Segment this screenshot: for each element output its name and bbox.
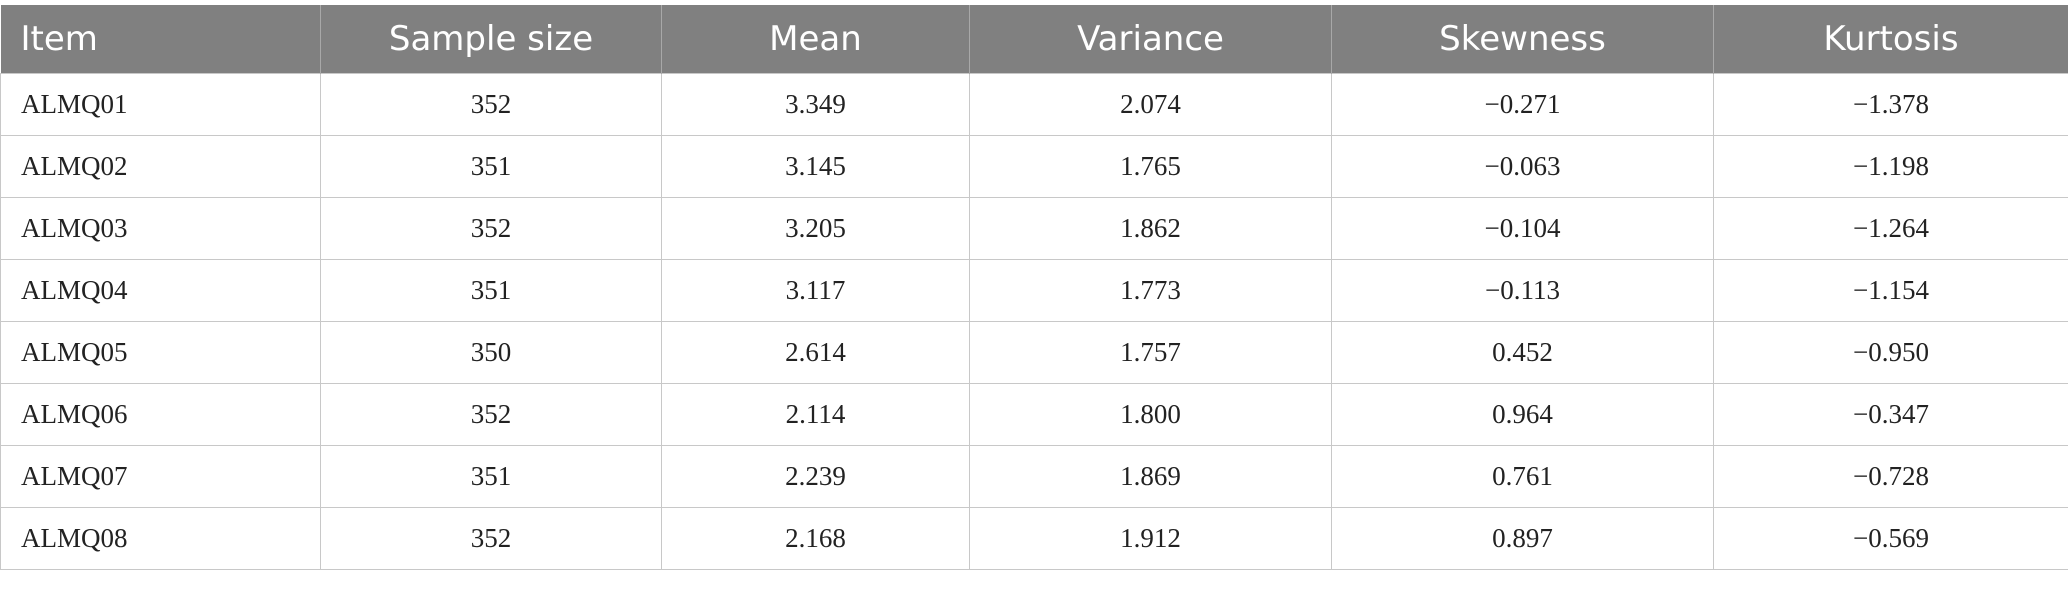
table-cell: 351 xyxy=(321,260,662,322)
table-cell: 2.614 xyxy=(662,322,970,384)
table-cell: 1.765 xyxy=(970,136,1332,198)
table-cell: ALMQ06 xyxy=(1,384,321,446)
header-cell: Item xyxy=(1,5,321,74)
table-cell: 2.074 xyxy=(970,74,1332,136)
table-cell: −0.104 xyxy=(1332,198,1714,260)
table-cell: 352 xyxy=(321,384,662,446)
table-cell: 1.869 xyxy=(970,446,1332,508)
header-cell: Variance xyxy=(970,5,1332,74)
table-cell: 2.239 xyxy=(662,446,970,508)
table-cell: 350 xyxy=(321,322,662,384)
table-cell: −0.728 xyxy=(1714,446,2068,508)
table-cell: 352 xyxy=(321,508,662,570)
table-cell: 3.117 xyxy=(662,260,970,322)
table-cell: 1.773 xyxy=(970,260,1332,322)
table-cell: 1.862 xyxy=(970,198,1332,260)
page: {"table": { "header": ["Item", "Sample s… xyxy=(0,5,2068,593)
table-cell: 0.761 xyxy=(1332,446,1714,508)
table-cell: 352 xyxy=(321,74,662,136)
table-cell: 0.964 xyxy=(1332,384,1714,446)
table-cell: ALMQ03 xyxy=(1,198,321,260)
table-cell: 1.912 xyxy=(970,508,1332,570)
table-cell: 0.452 xyxy=(1332,322,1714,384)
table-cell: 352 xyxy=(321,198,662,260)
table-cell: −0.347 xyxy=(1714,384,2068,446)
table-cell: ALMQ02 xyxy=(1,136,321,198)
table-cell: 351 xyxy=(321,136,662,198)
table-cell: −0.063 xyxy=(1332,136,1714,198)
table-cell: −1.378 xyxy=(1714,74,2068,136)
table-cell: 2.168 xyxy=(662,508,970,570)
table-cell: ALMQ07 xyxy=(1,446,321,508)
table-cell: −1.198 xyxy=(1714,136,2068,198)
table-cell: 1.757 xyxy=(970,322,1332,384)
header-cell: Kurtosis xyxy=(1714,5,2068,74)
table-cell: ALMQ04 xyxy=(1,260,321,322)
table-cell: ALMQ08 xyxy=(1,508,321,570)
table-cell: 0.897 xyxy=(1332,508,1714,570)
table-cell: 3.145 xyxy=(662,136,970,198)
table-cell: −0.569 xyxy=(1714,508,2068,570)
table-cell: −0.950 xyxy=(1714,322,2068,384)
table-cell: ALMQ01 xyxy=(1,74,321,136)
header-cell: Skewness xyxy=(1332,5,1714,74)
header-cell: Sample size xyxy=(321,5,662,74)
table-cell: 351 xyxy=(321,446,662,508)
table-cell: 1.800 xyxy=(970,384,1332,446)
table-cell: −0.271 xyxy=(1332,74,1714,136)
table-cell: −1.154 xyxy=(1714,260,2068,322)
table-cell: −0.113 xyxy=(1332,260,1714,322)
table-cell: −1.264 xyxy=(1714,198,2068,260)
table-cell: 3.205 xyxy=(662,198,970,260)
table-cell: 3.349 xyxy=(662,74,970,136)
table-cell: 2.114 xyxy=(662,384,970,446)
header-cell: Mean xyxy=(662,5,970,74)
table-cell: ALMQ05 xyxy=(1,322,321,384)
